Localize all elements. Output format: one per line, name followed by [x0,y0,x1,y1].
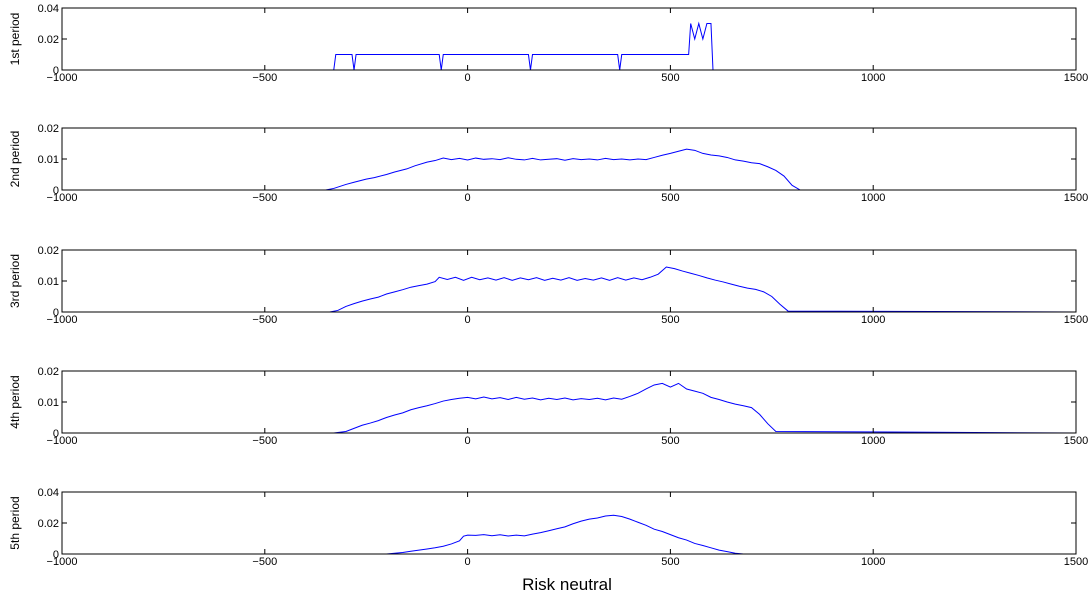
y-tick-label: 0.04 [38,3,59,15]
x-tick-label: 1500 [1064,435,1088,447]
x-tick-label: 0 [465,314,471,326]
x-tick-label: 1000 [861,192,885,204]
y-tick-label: 0 [53,185,59,197]
x-tick-label: 1500 [1064,556,1088,568]
x-tick-label: 1500 [1064,72,1088,84]
y-tick-label: 0.02 [38,245,59,257]
x-tick-label: −500 [252,72,277,84]
axes-box [61,370,1077,434]
x-tick-label: 0 [465,556,471,568]
x-tick-label: −500 [252,435,277,447]
y-tick-label: 0.04 [38,487,59,499]
x-tick-label: 0 [465,72,471,84]
axes-box [61,7,1077,71]
x-tick-label: 1000 [861,314,885,326]
x-tick-label: 1500 [1064,192,1088,204]
x-tick-label: 500 [661,192,679,204]
x-tick-label: −500 [252,314,277,326]
x-tick-label: −1000 [47,192,78,204]
y-tick-label: 0.02 [38,123,59,135]
y-tick-label: 0.02 [38,34,59,46]
x-tick-label: −1000 [47,556,78,568]
y-tick-label: 0.02 [38,518,59,530]
x-axis-label: Risk neutral [522,575,612,594]
x-tick-label: 1000 [861,556,885,568]
series-line [62,266,1077,313]
y-axis-label: 2nd period [8,131,22,188]
series-line [62,514,1076,555]
x-tick-label: 1000 [861,435,885,447]
subplot-4: −1000 −500 0 500 1000 1500 0 0.01 0.02 4th period [8,366,1088,447]
x-tick-label: −500 [252,556,277,568]
y-axis-label: 5th period [8,496,22,549]
subplot-2: −1000 −500 0 500 1000 1500 0 0.01 0.02 2nd period [8,123,1088,204]
y-tick-label: 0.01 [38,276,59,288]
y-tick-label: 0 [53,428,59,440]
y-axis-label: 4th period [8,375,22,428]
y-tick-label: 0 [53,549,59,561]
series-line [62,21,1076,71]
x-tick-label: 1000 [861,72,885,84]
x-tick-label: −1000 [47,314,78,326]
x-tick-label: −500 [252,192,277,204]
subplot-1: −1000 −500 0 500 1000 1500 0 0.02 0.04 1st period [8,3,1088,84]
x-tick-label: 0 [465,192,471,204]
y-tick-label: 0.02 [38,366,59,378]
x-tick-label: −1000 [47,435,78,447]
x-tick-label: 1500 [1064,314,1088,326]
subplot-3: −1000 −500 0 500 1000 1500 0 0.01 0.02 3rd period [8,245,1088,326]
axes-box [61,491,1077,555]
x-tick-label: −1000 [47,72,78,84]
y-tick-label: 0 [53,65,59,77]
axes-box [61,249,1077,313]
series-line [62,382,1077,434]
x-tick-label: 0 [465,435,471,447]
y-axis-label: 3rd period [8,254,22,308]
x-tick-label: 500 [661,314,679,326]
y-tick-label: 0.01 [38,397,59,409]
y-axis-label: 1st period [8,13,22,66]
y-tick-label: 0 [53,307,59,319]
x-tick-label: 500 [661,435,679,447]
subplot-5: −1000 −500 0 500 1000 1500 0 0.02 0.04 5th period [8,487,1088,568]
y-tick-label: 0.01 [38,154,59,166]
x-tick-label: 500 [661,556,679,568]
x-tick-label: 500 [661,72,679,84]
series-line [62,148,1076,191]
